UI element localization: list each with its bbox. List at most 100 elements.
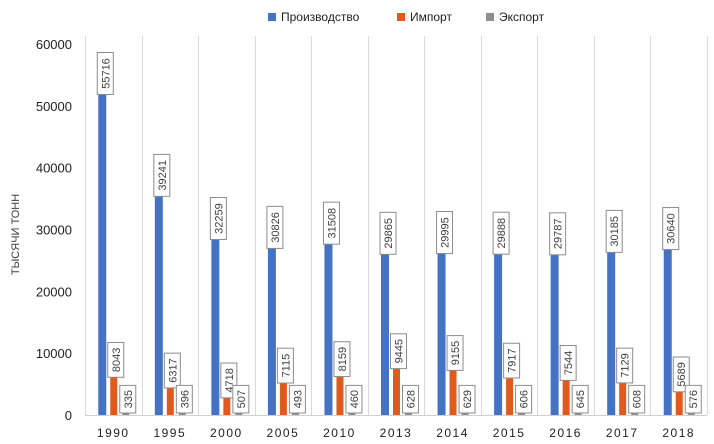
bar-import <box>279 371 287 415</box>
data-label: 8159 <box>333 341 351 378</box>
data-label: 32259 <box>209 197 227 241</box>
data-label-box <box>446 335 464 371</box>
data-label: 628 <box>402 384 419 414</box>
data-label-text: 8159 <box>337 347 349 371</box>
data-label: 629 <box>458 384 476 414</box>
legend-label: Импорт <box>410 10 452 24</box>
data-label: 9155 <box>446 335 464 371</box>
data-label-text: 460 <box>349 390 361 408</box>
data-label-text: 576 <box>688 390 700 408</box>
data-label-text: 9445 <box>394 339 406 363</box>
bar-production <box>607 228 616 415</box>
data-label-text: 7129 <box>620 353 632 377</box>
data-label: 460 <box>345 384 363 414</box>
data-label-box <box>458 384 476 414</box>
data-label: 507 <box>232 384 250 414</box>
bar-import <box>166 375 174 415</box>
data-label-text: 335 <box>123 390 135 408</box>
y-tick-label: 20000 <box>36 284 72 299</box>
data-label: 31508 <box>322 201 340 245</box>
data-label-box <box>492 211 510 255</box>
data-label-text: 29888 <box>496 218 508 249</box>
data-label-box <box>333 341 351 378</box>
data-label-text: 628 <box>406 390 418 408</box>
data-label-box <box>266 205 284 249</box>
y-tick-label: 0 <box>65 408 72 423</box>
data-label-box <box>605 209 623 253</box>
data-label: 29865 <box>379 211 397 255</box>
bar-production <box>211 215 220 415</box>
data-label-box <box>571 384 589 414</box>
data-label-box <box>209 197 227 241</box>
data-label: 7544 <box>559 345 577 381</box>
data-label: 7129 <box>616 347 634 384</box>
y-tick-label: 10000 <box>36 346 72 361</box>
data-label-box <box>175 384 193 414</box>
x-tick-label: 1990 <box>97 426 130 439</box>
data-label: 608 <box>628 384 646 414</box>
data-label: 8043 <box>107 341 125 378</box>
bar-import <box>449 358 457 415</box>
y-tick-label: 30000 <box>36 223 72 238</box>
x-axis: 1990 1995 2000 2005 2010 2013 2014 2015 2016 2017… <box>97 426 694 440</box>
data-label: 9445 <box>390 333 407 370</box>
data-label-box <box>549 212 567 256</box>
data-label-text: 396 <box>179 390 191 408</box>
legend-swatch <box>397 13 405 21</box>
data-label-text: 606 <box>519 390 531 408</box>
data-labels: 55716 39241 32259 30826 31508 29865 29995 29888… <box>96 51 702 414</box>
data-label-box <box>684 384 702 414</box>
data-label-text: 507 <box>236 390 248 408</box>
x-tick-label: 2016 <box>549 426 582 439</box>
legend-swatch <box>486 13 494 21</box>
data-label: 29787 <box>549 212 567 256</box>
data-label: 30640 <box>662 207 680 251</box>
data-label-box <box>107 341 125 378</box>
data-label-text: 29787 <box>553 219 565 250</box>
bar-export <box>348 412 356 415</box>
x-tick-label: 1995 <box>153 426 186 439</box>
data-label-text: 9155 <box>450 341 462 365</box>
data-label-text: 30185 <box>609 216 621 247</box>
data-label-box <box>232 384 250 414</box>
bar-import <box>110 365 118 415</box>
data-label-text: 30640 <box>666 213 678 244</box>
data-label: 7917 <box>503 342 521 379</box>
data-label-box <box>322 201 340 245</box>
bar-production <box>663 225 672 415</box>
data-label-text: 645 <box>575 390 587 408</box>
legend-label: Экспорт <box>499 10 545 24</box>
data-label-box <box>662 207 680 251</box>
data-label-text: 55716 <box>100 58 112 89</box>
data-label-box <box>436 211 454 255</box>
data-label-box <box>559 345 577 381</box>
data-label-text: 30826 <box>270 212 282 243</box>
y-tick-label: 50000 <box>36 99 72 114</box>
x-tick-label: 2005 <box>267 426 300 439</box>
bar-import <box>393 356 400 415</box>
data-label-box <box>402 384 419 414</box>
data-label-box <box>153 153 171 197</box>
bar-production <box>98 70 107 415</box>
bar-import <box>336 364 344 415</box>
bar-import <box>562 368 570 415</box>
data-label-box <box>163 352 181 389</box>
x-tick-label: 2000 <box>210 426 243 439</box>
legend-label: Производство <box>281 10 360 24</box>
data-label-box <box>515 384 533 414</box>
data-label-text: 29865 <box>383 218 395 249</box>
data-label-text: 629 <box>462 390 474 408</box>
data-label: 5689 <box>672 356 690 393</box>
bar-import <box>675 379 683 415</box>
y-axis: 0 10000 20000 30000 40000 50000 60000 ТЫСЯЧИ ТО… <box>10 37 72 423</box>
bar-import <box>506 366 514 415</box>
data-label-box <box>616 347 634 384</box>
data-label: 55716 <box>96 51 114 95</box>
bar-production <box>550 230 559 415</box>
data-label: 30185 <box>605 209 623 253</box>
data-label: 493 <box>288 384 306 414</box>
x-tick-label: 2014 <box>436 426 469 439</box>
data-label: 606 <box>515 384 533 414</box>
data-label: 29995 <box>436 211 454 255</box>
